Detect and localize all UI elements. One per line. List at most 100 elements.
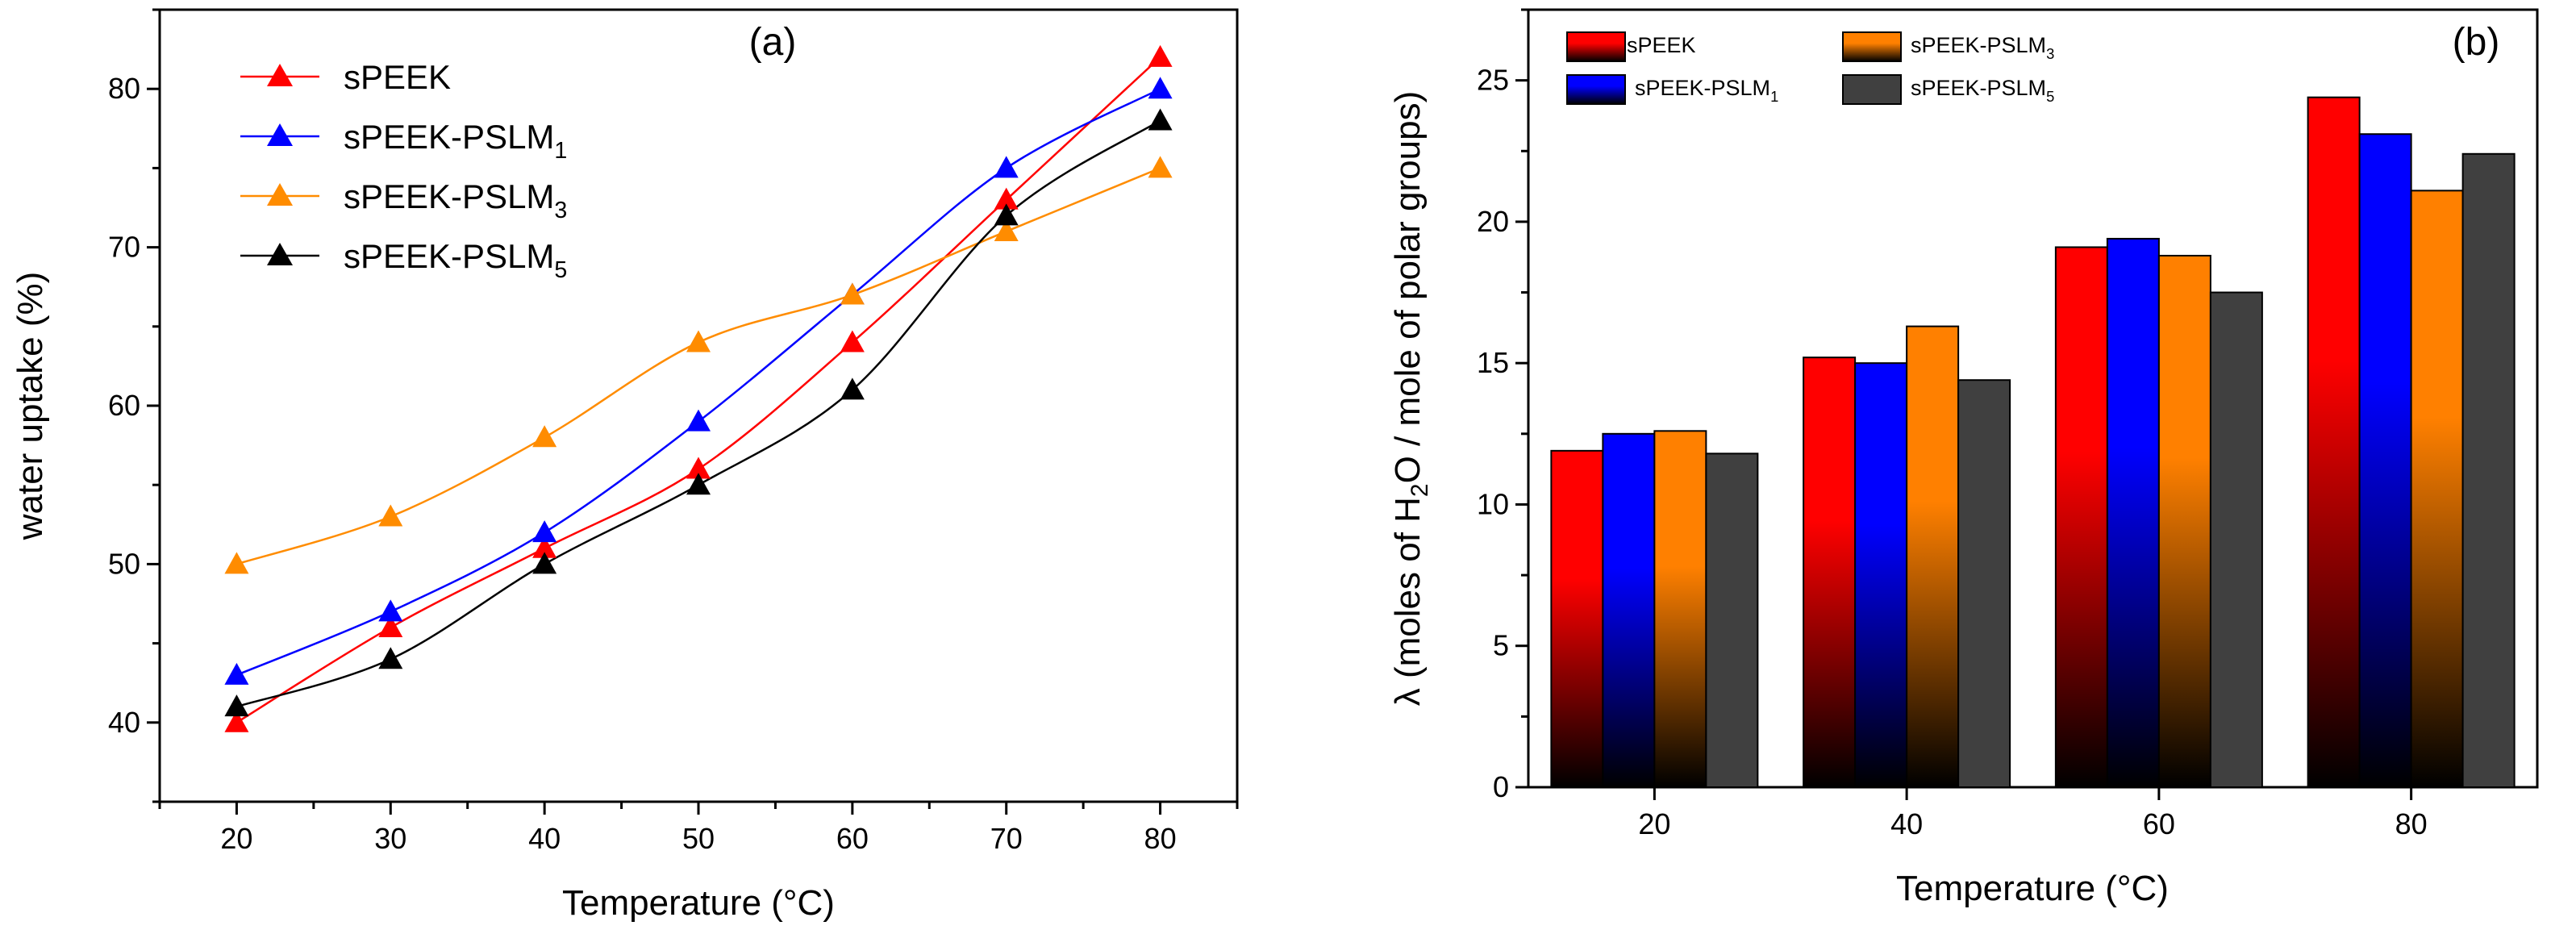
y-tick-label: 50 bbox=[108, 547, 140, 580]
x-tick-label: 30 bbox=[374, 822, 406, 855]
data-point-triangle bbox=[1148, 77, 1173, 99]
y-title-part-1: λ (moles of H bbox=[1388, 497, 1428, 706]
panel-b-label: (b) bbox=[2453, 21, 2500, 64]
bar bbox=[2209, 291, 2263, 788]
legend-label-text: sPEEK-PSLM bbox=[344, 237, 554, 275]
legend-label-subscript: 3 bbox=[554, 198, 567, 223]
x-tick-label: 20 bbox=[1638, 807, 1670, 840]
legend-swatch bbox=[1842, 31, 1902, 62]
data-point-triangle bbox=[994, 203, 1019, 226]
legend-label-text: sPEEK-PSLM bbox=[344, 118, 554, 156]
legend-label: sPEEK-PSLM1 bbox=[344, 118, 567, 164]
bar bbox=[2358, 133, 2412, 789]
legend-label: sPEEK bbox=[1627, 33, 1696, 57]
legend-label: sPEEK-PSLM5 bbox=[344, 237, 567, 283]
y-tick-label: 60 bbox=[108, 389, 140, 422]
y-tick-label: 15 bbox=[1477, 346, 1509, 379]
legend-triangle-marker bbox=[267, 243, 293, 265]
legend-label-subscript: 3 bbox=[2046, 45, 2054, 62]
x-tick-label: 80 bbox=[2395, 807, 2428, 840]
legend-swatch bbox=[1566, 31, 1626, 62]
bar bbox=[2054, 246, 2108, 788]
data-point-triangle bbox=[994, 219, 1019, 241]
panel-b-x-axis-title: Temperature (°C) bbox=[1896, 869, 2169, 908]
bar bbox=[2461, 152, 2516, 788]
data-point-triangle bbox=[1148, 108, 1173, 131]
x-tick-label: 20 bbox=[220, 822, 252, 855]
legend-triangle-marker bbox=[267, 64, 293, 86]
data-point-triangle bbox=[532, 425, 557, 448]
legend-label-text: sPEEK-PSLM bbox=[1911, 76, 2046, 100]
legend-label-text: sPEEK-PSLM bbox=[1911, 33, 2046, 57]
y-title-part-2: O / mole of polar groups) bbox=[1388, 91, 1428, 484]
bar bbox=[2410, 190, 2464, 788]
data-point-triangle bbox=[994, 156, 1019, 178]
legend-label-subscript: 1 bbox=[1770, 88, 1778, 105]
y-tick-label: 5 bbox=[1493, 629, 1509, 662]
legend-label-text: sPEEK bbox=[344, 58, 451, 96]
x-tick-label: 50 bbox=[682, 822, 715, 855]
bar bbox=[2157, 254, 2211, 788]
legend-swatch bbox=[1566, 74, 1626, 105]
bar bbox=[1854, 362, 1908, 788]
y-tick-label: 80 bbox=[108, 72, 140, 105]
data-point-triangle bbox=[994, 187, 1019, 210]
legend-label-text: sPEEK bbox=[1627, 33, 1696, 57]
x-tick-label: 40 bbox=[528, 822, 561, 855]
legend-label-subscript: 1 bbox=[554, 138, 567, 164]
panel-b-bar-chart: (b) Temperature (°C) λ (moles of H2O / m… bbox=[1388, 8, 2539, 908]
data-point-triangle bbox=[686, 409, 711, 432]
y-tick-label: 40 bbox=[108, 706, 140, 739]
data-point-triangle bbox=[532, 552, 557, 574]
data-point-triangle bbox=[1148, 44, 1173, 67]
y-title-subscript: 2 bbox=[1407, 483, 1433, 497]
y-tick-label: 0 bbox=[1493, 770, 1509, 803]
panel-b-frame bbox=[1527, 8, 2539, 789]
x-tick-label: 60 bbox=[2143, 807, 2175, 840]
legend-label: sPEEK-PSLM3 bbox=[344, 177, 567, 223]
legend-label: sPEEK-PSLM3 bbox=[1911, 33, 2054, 62]
data-point-triangle bbox=[840, 282, 865, 305]
data-point-triangle bbox=[224, 662, 249, 685]
data-point-triangle bbox=[686, 457, 711, 479]
data-point-triangle bbox=[224, 710, 249, 732]
legend-label-text: sPEEK-PSLM bbox=[344, 177, 554, 215]
legend-triangle-marker bbox=[267, 183, 293, 206]
legend-triangle-marker bbox=[267, 123, 293, 146]
data-point-triangle bbox=[686, 330, 711, 352]
data-point-triangle bbox=[378, 615, 403, 637]
bar bbox=[1550, 449, 1604, 788]
bar bbox=[2106, 237, 2160, 788]
x-tick-label: 80 bbox=[1144, 822, 1177, 855]
panel-a-line-chart: (a) Temperature (°C) water uptake (%) 20… bbox=[10, 8, 1239, 923]
legend-label: sPEEK bbox=[344, 58, 451, 96]
series-line-3 bbox=[236, 167, 1161, 565]
y-tick-label: 70 bbox=[108, 231, 140, 264]
x-tick-label: 40 bbox=[1890, 807, 1923, 840]
panel-a-y-axis-title: water uptake (%) bbox=[10, 272, 50, 541]
x-tick-label: 60 bbox=[836, 822, 869, 855]
data-point-triangle bbox=[532, 520, 557, 543]
legend-label-text: sPEEK-PSLM bbox=[1635, 76, 1770, 100]
data-point-triangle bbox=[224, 694, 249, 717]
legend-label: sPEEK-PSLM5 bbox=[1911, 76, 2054, 105]
bar bbox=[1957, 379, 2011, 788]
bar bbox=[1705, 452, 1759, 789]
panel-b-y-axis-title: λ (moles of H2O / mole of polar groups) bbox=[1388, 91, 1433, 706]
y-tick-label: 25 bbox=[1477, 64, 1509, 97]
y-tick-label: 20 bbox=[1477, 205, 1509, 238]
data-point-triangle bbox=[532, 536, 557, 558]
series-line-1 bbox=[236, 56, 1161, 723]
bar bbox=[2307, 96, 2361, 789]
bar bbox=[1602, 432, 1656, 788]
legend-label: sPEEK-PSLM1 bbox=[1635, 76, 1778, 105]
bar bbox=[1803, 357, 1857, 788]
data-point-triangle bbox=[378, 647, 403, 669]
data-point-triangle bbox=[224, 552, 249, 574]
data-point-triangle bbox=[378, 599, 403, 622]
legend-swatch bbox=[1842, 74, 1902, 105]
data-point-triangle bbox=[1148, 156, 1173, 178]
data-point-triangle bbox=[686, 473, 711, 495]
